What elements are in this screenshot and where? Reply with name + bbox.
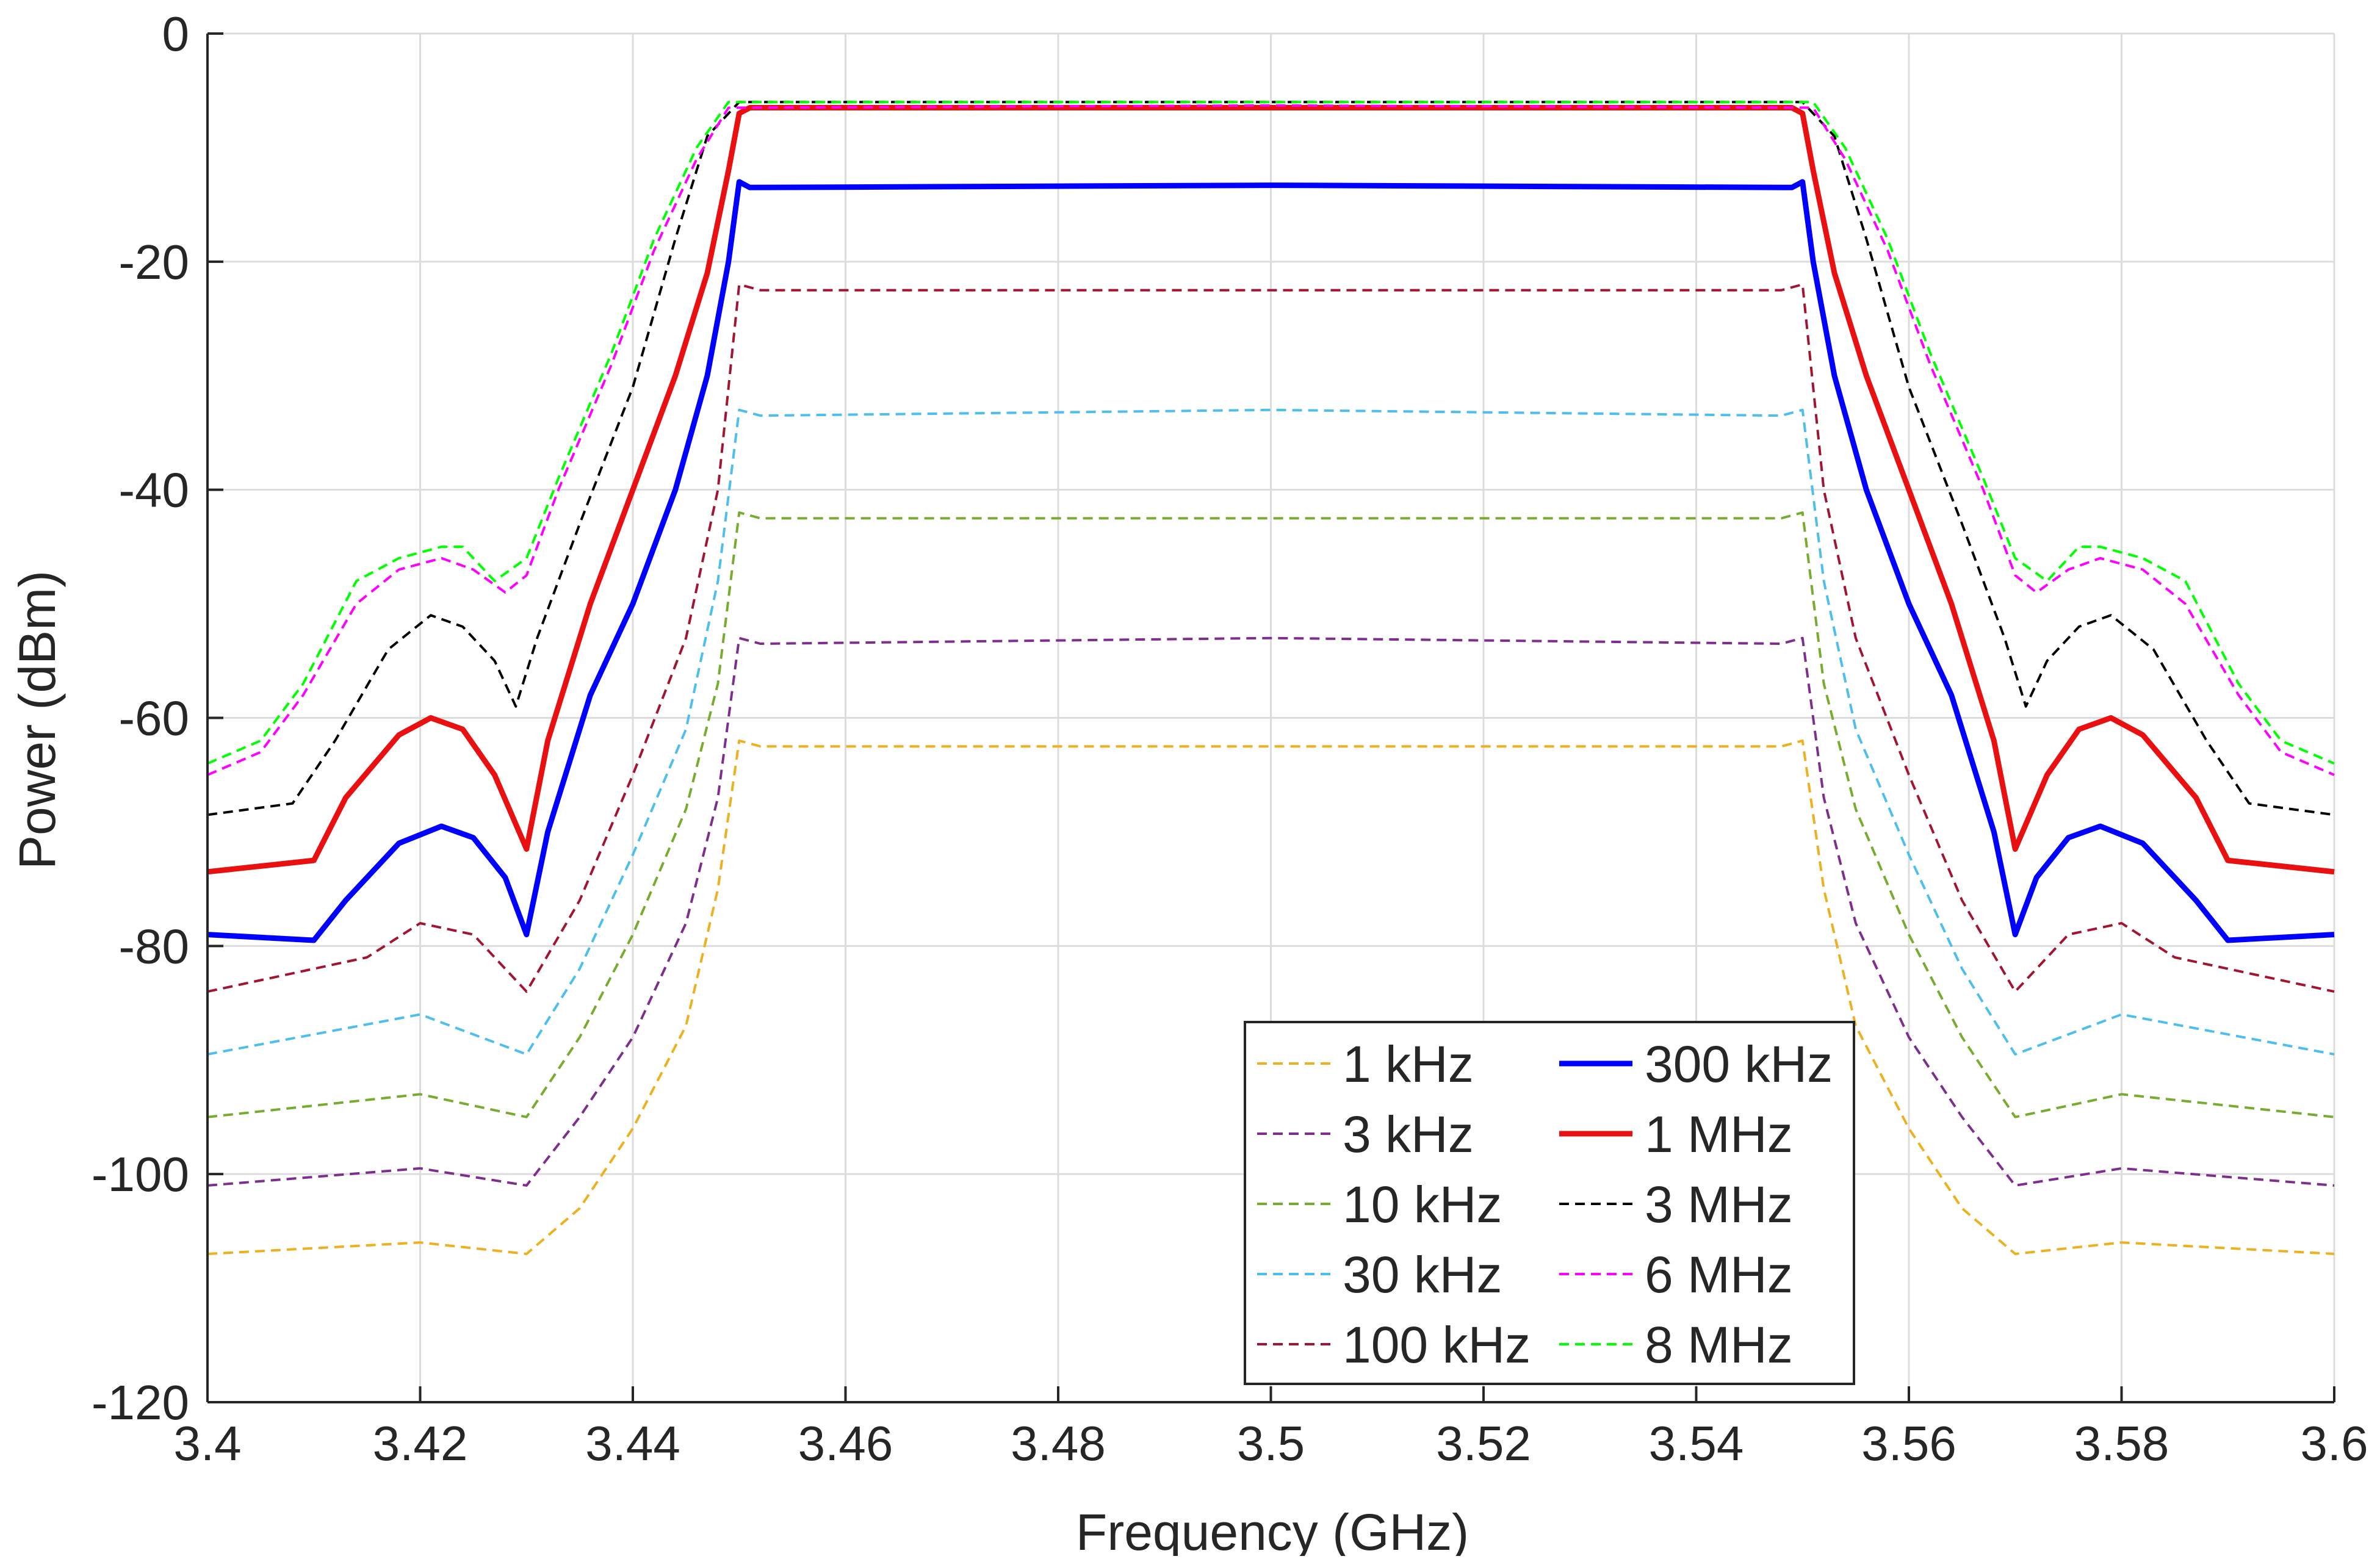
x-tick-label: 3.42 xyxy=(373,1416,468,1471)
legend-label: 30 kHz xyxy=(1343,1246,1502,1303)
x-tick-labels: 3.4 3.42 3.44 3.46 3.48 3.5 3.52 3.54 3.56 3.58 3.… xyxy=(173,1416,2368,1471)
legend-label: 6 MHz xyxy=(1645,1246,1793,1303)
y-tick-label: 0 xyxy=(162,7,190,61)
x-tick-label: 3.56 xyxy=(1861,1416,1956,1471)
legend-label: 1 kHz xyxy=(1343,1035,1474,1093)
x-tick-label: 3.52 xyxy=(1436,1416,1531,1471)
y-tick-label: -20 xyxy=(118,235,189,289)
series-line-30-khz xyxy=(207,408,2335,1056)
legend-label: 8 MHz xyxy=(1645,1316,1793,1374)
series-line-3-khz xyxy=(207,636,2335,1187)
x-tick-label: 3.44 xyxy=(585,1416,680,1471)
legend-label: 300 kHz xyxy=(1645,1035,1833,1093)
legend-label: 3 kHz xyxy=(1343,1106,1474,1163)
series-line-1-mhz xyxy=(207,105,2335,875)
series-line-3-mhz xyxy=(207,101,2335,816)
legend-label: 10 kHz xyxy=(1343,1176,1502,1233)
series-lines xyxy=(207,101,2335,1255)
x-axis-label: Frequency (GHz) xyxy=(1076,1503,1469,1556)
x-tick-label: 3.48 xyxy=(1011,1416,1106,1471)
series-line-100-khz xyxy=(207,283,2335,993)
legend-label: 100 kHz xyxy=(1343,1316,1531,1374)
x-tick-label: 3.6 xyxy=(2300,1416,2368,1471)
y-tick-label: -80 xyxy=(118,919,189,973)
series-line-6-mhz xyxy=(207,104,2335,776)
y-tick-label: -120 xyxy=(92,1375,189,1430)
x-tick-label: 3.58 xyxy=(2074,1416,2169,1471)
y-tick-label: -100 xyxy=(92,1147,189,1201)
series-line-300-khz xyxy=(207,179,2335,943)
x-tick-label: 3.54 xyxy=(1649,1416,1744,1471)
y-axis-label: Power (dBm) xyxy=(9,571,66,870)
axes xyxy=(206,32,2335,1403)
legend-label: 1 MHz xyxy=(1645,1106,1793,1163)
series-line-1-khz xyxy=(207,739,2335,1255)
y-tick-labels: 0 -20 -40 -60 -80 -100 -120 xyxy=(92,7,189,1430)
series-line-10-khz xyxy=(207,511,2335,1118)
series-line-8-mhz xyxy=(207,101,2335,765)
y-tick-label: -60 xyxy=(118,691,189,746)
x-tick-label: 3.46 xyxy=(798,1416,893,1471)
legend-label: 3 MHz xyxy=(1645,1176,1793,1233)
x-tick-label: 3.5 xyxy=(1237,1416,1305,1471)
x-tick-label: 3.4 xyxy=(173,1416,241,1471)
legend: 1 kHz 3 kHz 10 kHz 30 kHz 100 kHz 300 kHz 1 MH… xyxy=(1244,1021,1855,1385)
legend-box xyxy=(1244,1021,1855,1385)
grid xyxy=(207,32,2335,1402)
y-tick-label: -40 xyxy=(118,463,189,517)
